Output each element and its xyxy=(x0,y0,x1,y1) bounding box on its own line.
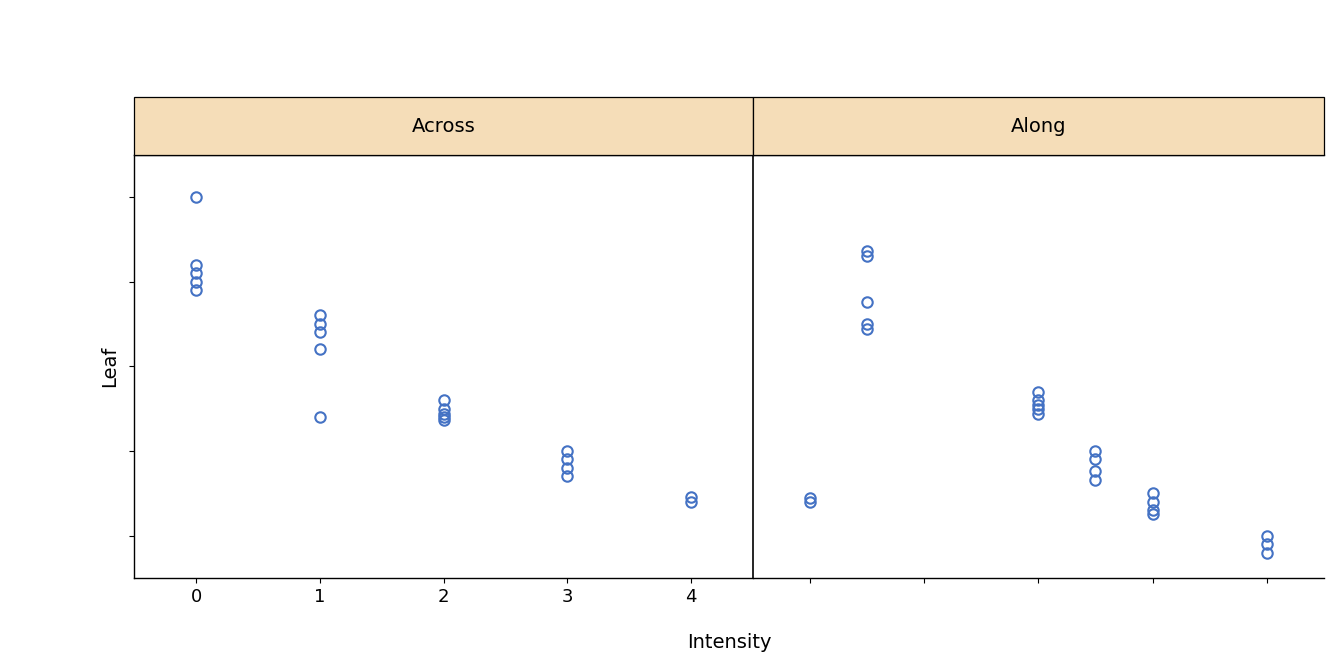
Text: Intensity: Intensity xyxy=(687,633,771,652)
Y-axis label: Leaf: Leaf xyxy=(99,345,120,387)
Text: Along: Along xyxy=(1011,116,1066,136)
Text: Across: Across xyxy=(411,116,476,136)
